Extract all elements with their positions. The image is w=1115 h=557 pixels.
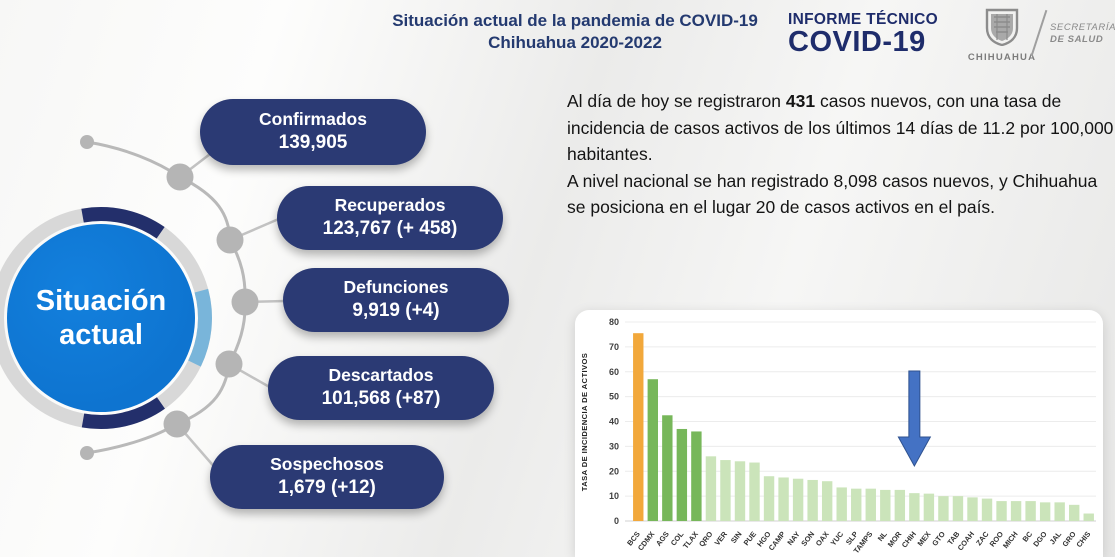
bar-TAB <box>952 496 964 521</box>
bar-BC <box>1025 501 1036 521</box>
bar-SLP <box>851 488 862 521</box>
stat-label: Confirmados <box>259 109 367 130</box>
bar-COAH <box>967 497 978 521</box>
bar-SON <box>807 479 818 521</box>
svg-text:CHIS: CHIS <box>1074 530 1092 550</box>
stat-pill-sospechosos: Sospechosos 1,679 (+12) <box>210 445 444 509</box>
stat-label: Descartados <box>328 365 434 386</box>
bar-GRO <box>1069 504 1080 521</box>
bar-TLAX <box>691 431 702 521</box>
crest-state-label: CHIHUAHUA <box>967 52 1037 63</box>
hub-circle: Situación actual <box>7 224 195 412</box>
stat-pill-recuperados: Recuperados 123,767 (+ 458) <box>277 186 503 250</box>
report-logo-line1: INFORME TÉCNICO <box>788 11 939 28</box>
stat-label: Sospechosos <box>270 454 384 475</box>
summary-paragraph-1: Al día de hoy se registraron 431 casos n… <box>567 88 1115 168</box>
bar-ROO <box>996 501 1007 521</box>
svg-text:40: 40 <box>609 417 619 427</box>
summary-text: Al día de hoy se registraron 431 casos n… <box>567 88 1115 221</box>
bar-ZAC <box>981 498 993 521</box>
bar-SIN <box>734 461 746 521</box>
svg-text:70: 70 <box>609 342 619 352</box>
svg-text:60: 60 <box>609 367 619 377</box>
svg-text:TASA DE INCIDENCIA DE ACTIVOS: TASA DE INCIDENCIA DE ACTIVOS <box>580 353 589 491</box>
svg-text:AGS: AGS <box>654 530 671 548</box>
summary-p1-before: Al día de hoy se registraron <box>567 91 786 111</box>
svg-text:20: 20 <box>609 466 619 476</box>
svg-text:OAX: OAX <box>814 530 831 548</box>
stat-value: 123,767 (+ 458) <box>322 218 458 240</box>
bar-COL <box>676 428 688 521</box>
svg-text:MICH: MICH <box>1001 530 1020 550</box>
svg-text:80: 80 <box>609 317 619 327</box>
stat-value: 101,568 (+87) <box>321 388 441 410</box>
summary-paragraph-2: A nivel nacional se han registrado 8,098… <box>567 170 1098 218</box>
down-arrow-icon <box>897 370 932 468</box>
report-logo: INFORME TÉCNICO COVID-19 <box>788 11 938 57</box>
stat-pill-descartados: Descartados 101,568 (+87) <box>268 356 494 420</box>
svg-text:30: 30 <box>609 441 619 451</box>
svg-text:VER: VER <box>713 529 730 547</box>
bar-CHIS <box>1083 513 1094 521</box>
bar-HGO <box>763 476 775 521</box>
bar-PUE <box>749 462 760 521</box>
report-logo-line2: COVID-19 <box>788 26 926 58</box>
stat-label: Recuperados <box>334 195 446 216</box>
incidence-bar-chart: 0 10 20 30 40 50 60 70 80 TASA DE INCIDENCIA DE A… <box>580 317 1096 555</box>
bar-CHIH <box>909 493 920 521</box>
bar-QRO <box>705 456 717 521</box>
stat-value: 1,679 (+12) <box>278 477 376 499</box>
bar-VER <box>720 460 731 521</box>
svg-text:MEX: MEX <box>916 530 933 548</box>
bar-CAMP <box>778 477 789 521</box>
svg-text:SON: SON <box>799 530 816 548</box>
svg-text:NAY: NAY <box>785 530 801 547</box>
svg-text:YUC: YUC <box>829 529 846 547</box>
shield-crest-icon <box>984 8 1020 50</box>
bar-MOR <box>894 489 906 521</box>
svg-text:TLAX: TLAX <box>681 530 700 551</box>
hub-label-line1: Situación <box>35 284 167 317</box>
ministry-label: SECRETARÍA DE SALUD <box>1050 22 1115 47</box>
ministry-line2: DE SALUD <box>1050 34 1104 46</box>
bar-GTO <box>938 496 949 521</box>
incidence-chart-card: 0 10 20 30 40 50 60 70 80 TASA DE INCIDENCIA DE A… <box>575 310 1103 557</box>
svg-text:50: 50 <box>609 392 619 402</box>
hub-label-line2: actual <box>59 319 143 351</box>
svg-text:0: 0 <box>614 516 619 526</box>
bar-BCS <box>633 333 644 521</box>
stat-value: 139,905 <box>278 132 348 154</box>
bar-YUC <box>836 487 847 521</box>
stat-pill-confirmados: Confirmados 139,905 <box>200 99 426 165</box>
stat-pill-defunciones: Defunciones 9,919 (+4) <box>283 268 509 332</box>
bar-NAY <box>792 478 804 521</box>
svg-text:10: 10 <box>609 491 619 501</box>
bar-MICH <box>1010 501 1022 521</box>
svg-text:CHIH: CHIH <box>900 530 918 550</box>
summary-p1-after: casos nuevos, con una tasa de incidencia… <box>567 91 1114 165</box>
ministry-line1: SECRETARÍA <box>1050 22 1115 33</box>
bar-NL <box>880 489 891 521</box>
svg-text:GRO: GRO <box>1060 529 1078 548</box>
page-title-line2: Chihuahua 2020-2022 <box>488 33 662 53</box>
chihuahua-crest: CHIHUAHUA <box>958 8 1046 63</box>
bar-OAX <box>821 481 833 521</box>
page-title: Situación actual de la pandemia de COVID… <box>350 10 800 54</box>
svg-text:GTO: GTO <box>930 530 947 548</box>
summary-p1-new-cases: 431 <box>785 91 816 111</box>
bar-DGO <box>1039 502 1051 521</box>
page-title-line1: Situación actual de la pandemia de COVID… <box>392 11 758 30</box>
stat-value: 9,919 (+4) <box>352 300 440 322</box>
svg-text:QRO: QRO <box>697 529 715 548</box>
bar-MEX <box>923 493 935 521</box>
bar-AGS <box>662 415 673 521</box>
stat-label: Defunciones <box>343 277 449 298</box>
bar-CDMX <box>647 379 658 521</box>
bar-JAL <box>1054 502 1065 521</box>
bar-TAMPS <box>865 488 876 521</box>
svg-text:DGO: DGO <box>1031 529 1049 548</box>
